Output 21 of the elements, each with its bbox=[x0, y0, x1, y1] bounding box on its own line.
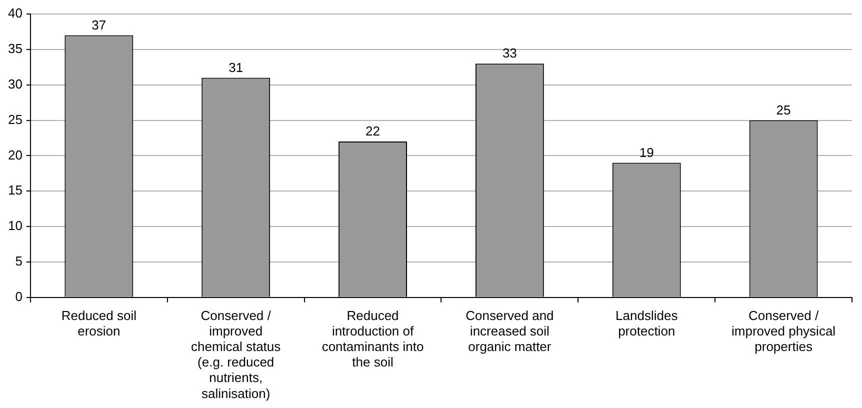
x-tick-label: Reduced soil erosion bbox=[61, 308, 137, 338]
data-label: 22 bbox=[366, 124, 380, 139]
x-tick-label: Conserved and increased soil organic matter bbox=[466, 308, 554, 354]
x-tick-label: Conserved / improved physical properties bbox=[732, 308, 836, 354]
data-label: 25 bbox=[776, 102, 791, 118]
data-label: 37 bbox=[92, 17, 106, 32]
y-tick-label: 30 bbox=[8, 76, 22, 92]
y-tick-label: 0 bbox=[15, 288, 22, 304]
data-label: 31 bbox=[228, 60, 244, 75]
y-tick-label: 5 bbox=[15, 254, 22, 269]
y-tick-label: 25 bbox=[8, 112, 22, 127]
y-tick-label: 20 bbox=[8, 147, 22, 162]
y-tick-label: 15 bbox=[8, 182, 22, 198]
x-tick-label: Landslides protection bbox=[616, 308, 678, 338]
x-tick-label: Reduced introduction of contaminants into the soil bbox=[322, 308, 424, 370]
data-label: 19 bbox=[639, 144, 654, 160]
y-tick-label: 40 bbox=[8, 6, 22, 21]
data-label: 33 bbox=[502, 46, 517, 61]
y-tick-label: 10 bbox=[8, 218, 22, 234]
y-tick-label: 35 bbox=[8, 41, 22, 56]
x-tick-label: Conserved / improved chemical status (e.g. reduced nutrients, salinisation) bbox=[191, 308, 282, 401]
